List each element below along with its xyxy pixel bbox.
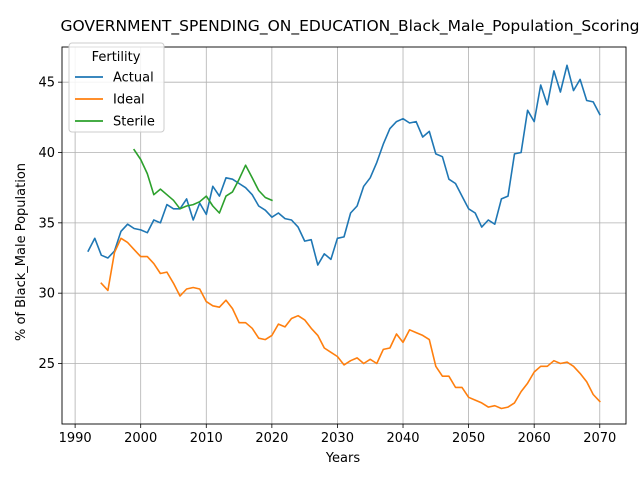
x-tick-label: 2030: [321, 431, 354, 446]
x-tick-label: 2040: [386, 431, 419, 446]
y-tick-label: 25: [38, 357, 55, 372]
legend: Fertility Actual Ideal Sterile: [68, 42, 165, 133]
x-tick-label: 2070: [583, 431, 616, 446]
x-tick-label: 2050: [452, 431, 485, 446]
x-tick-label: 2060: [518, 431, 551, 446]
x-tick-label: 2020: [255, 431, 288, 446]
series-line-sterile: [132, 148, 273, 214]
legend-label-actual: Actual: [113, 71, 154, 86]
grid: [62, 47, 626, 424]
series-line-ideal: [100, 237, 601, 410]
plot-frame: [61, 46, 627, 425]
series-line-actual: [87, 64, 601, 266]
x-tick-label: 2010: [190, 431, 223, 446]
legend-label-sterile: Sterile: [113, 115, 155, 130]
legend-box: [68, 42, 165, 133]
legend-label-ideal: Ideal: [113, 93, 145, 108]
y-axis-label: % of Black_Male Population: [14, 163, 29, 341]
legend-title: Fertility: [92, 50, 141, 65]
series-lines: [87, 64, 601, 410]
y-tick-label: 35: [38, 216, 55, 231]
x-tick-label: 1990: [59, 431, 92, 446]
x-tick-label: 2000: [124, 431, 157, 446]
x-axis-label: Years: [325, 451, 361, 466]
y-tick-label: 30: [38, 287, 55, 302]
y-tick-label: 45: [38, 76, 55, 91]
chart-title: GOVERNMENT_SPENDING_ON_EDUCATION_Black_M…: [60, 17, 639, 36]
y-tick-label: 40: [38, 146, 55, 161]
axis-ticks: 1990 2000 2010 2020 2030 2040 2050 2060 2070 25 30…: [38, 76, 616, 446]
